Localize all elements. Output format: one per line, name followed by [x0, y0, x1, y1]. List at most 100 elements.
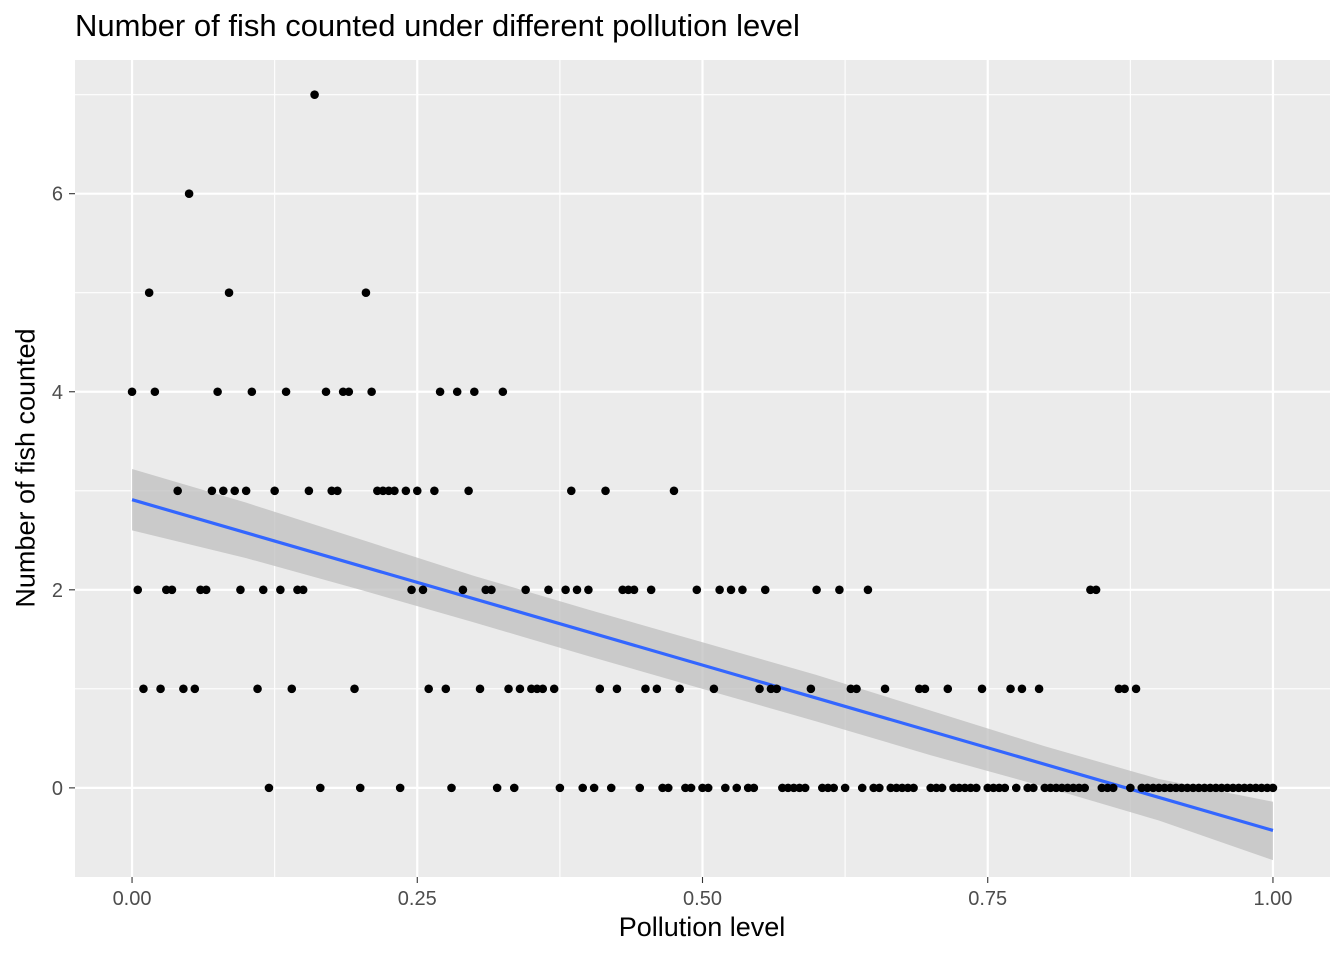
data-point: [321, 387, 331, 397]
x-axis-title: Pollution level: [618, 912, 786, 942]
data-point: [213, 387, 222, 397]
data-point: [127, 387, 137, 397]
y-tick-label: 2: [52, 580, 63, 602]
data-point: [977, 684, 987, 694]
data-point: [829, 783, 839, 793]
data-point: [612, 684, 622, 694]
data-point: [133, 585, 143, 595]
y-tick-label: 0: [52, 778, 63, 800]
data-point: [190, 684, 200, 694]
data-point: [549, 684, 559, 694]
x-tick-label: 0.25: [398, 888, 437, 910]
data-point: [452, 387, 462, 397]
data-point: [937, 783, 947, 793]
data-point: [407, 585, 416, 595]
data-point: [509, 783, 519, 793]
data-point: [184, 189, 194, 198]
data-point: [863, 585, 873, 595]
data-point: [566, 486, 576, 496]
x-tick-label: 0.50: [683, 888, 722, 910]
data-point: [1268, 783, 1278, 793]
data-point: [304, 486, 314, 496]
data-point: [464, 486, 473, 496]
data-point: [333, 486, 342, 496]
data-point: [1029, 783, 1038, 793]
data-point: [772, 684, 781, 694]
data-point: [584, 585, 593, 595]
data-point: [287, 684, 297, 694]
x-axis: 0.00 0.25 0.50 0.75 1.00: [113, 877, 1292, 910]
data-point: [298, 585, 308, 595]
data-point: [880, 684, 890, 694]
y-tick-label: 4: [52, 382, 63, 404]
data-point: [1080, 783, 1090, 793]
data-point: [595, 684, 605, 694]
data-point: [492, 783, 502, 793]
data-point: [635, 783, 645, 793]
data-point: [253, 684, 262, 694]
data-point: [721, 783, 730, 793]
data-point: [361, 288, 371, 298]
fit-line-group: [131, 498, 1274, 832]
data-point: [800, 783, 810, 793]
data-point: [447, 783, 456, 793]
data-point: [812, 585, 821, 595]
data-point: [909, 783, 918, 793]
data-point: [390, 486, 399, 496]
data-point: [1131, 684, 1141, 694]
data-point: [538, 684, 548, 694]
data-point: [726, 585, 736, 595]
data-point: [515, 684, 525, 694]
data-point: [578, 783, 588, 793]
data-point: [412, 486, 422, 496]
data-point: [470, 387, 479, 397]
data-point: [675, 684, 684, 694]
y-tick-label: 6: [52, 184, 63, 206]
data-point: [1034, 684, 1044, 694]
data-points: [127, 90, 1278, 793]
data-point: [219, 486, 228, 496]
data-point: [692, 585, 702, 595]
data-point: [686, 783, 696, 793]
data-point: [241, 486, 251, 496]
data-point: [179, 684, 188, 694]
data-point: [424, 684, 433, 694]
data-point: [629, 585, 639, 595]
data-point: [544, 585, 553, 595]
data-point: [1120, 684, 1129, 694]
data-point: [972, 783, 981, 793]
data-point: [606, 783, 616, 793]
data-point: [281, 387, 291, 397]
data-point: [652, 684, 662, 694]
y-axis: 0 2 4 6: [52, 184, 75, 800]
data-point: [504, 684, 513, 694]
data-point: [641, 684, 650, 694]
regression-line: [131, 498, 1274, 832]
data-point: [1006, 684, 1015, 694]
data-point: [418, 585, 428, 595]
data-point: [1126, 783, 1135, 793]
data-point: [521, 585, 530, 595]
data-point: [395, 783, 405, 793]
data-point: [738, 585, 747, 595]
data-point: [458, 585, 468, 595]
data-point: [310, 90, 319, 99]
data-point: [355, 783, 365, 793]
data-point: [315, 783, 325, 793]
data-point: [669, 486, 679, 496]
data-point: [156, 684, 165, 694]
data-point: [875, 783, 884, 793]
data-point: [755, 684, 764, 694]
data-point: [840, 783, 850, 793]
data-point: [589, 783, 599, 793]
data-point: [270, 486, 279, 496]
data-point: [224, 288, 234, 298]
data-point: [435, 387, 445, 397]
data-point: [247, 387, 257, 397]
data-point: [475, 684, 485, 694]
data-point: [498, 387, 508, 397]
data-point: [806, 684, 816, 694]
x-tick-label: 1.00: [1253, 888, 1292, 910]
data-point: [703, 783, 713, 793]
